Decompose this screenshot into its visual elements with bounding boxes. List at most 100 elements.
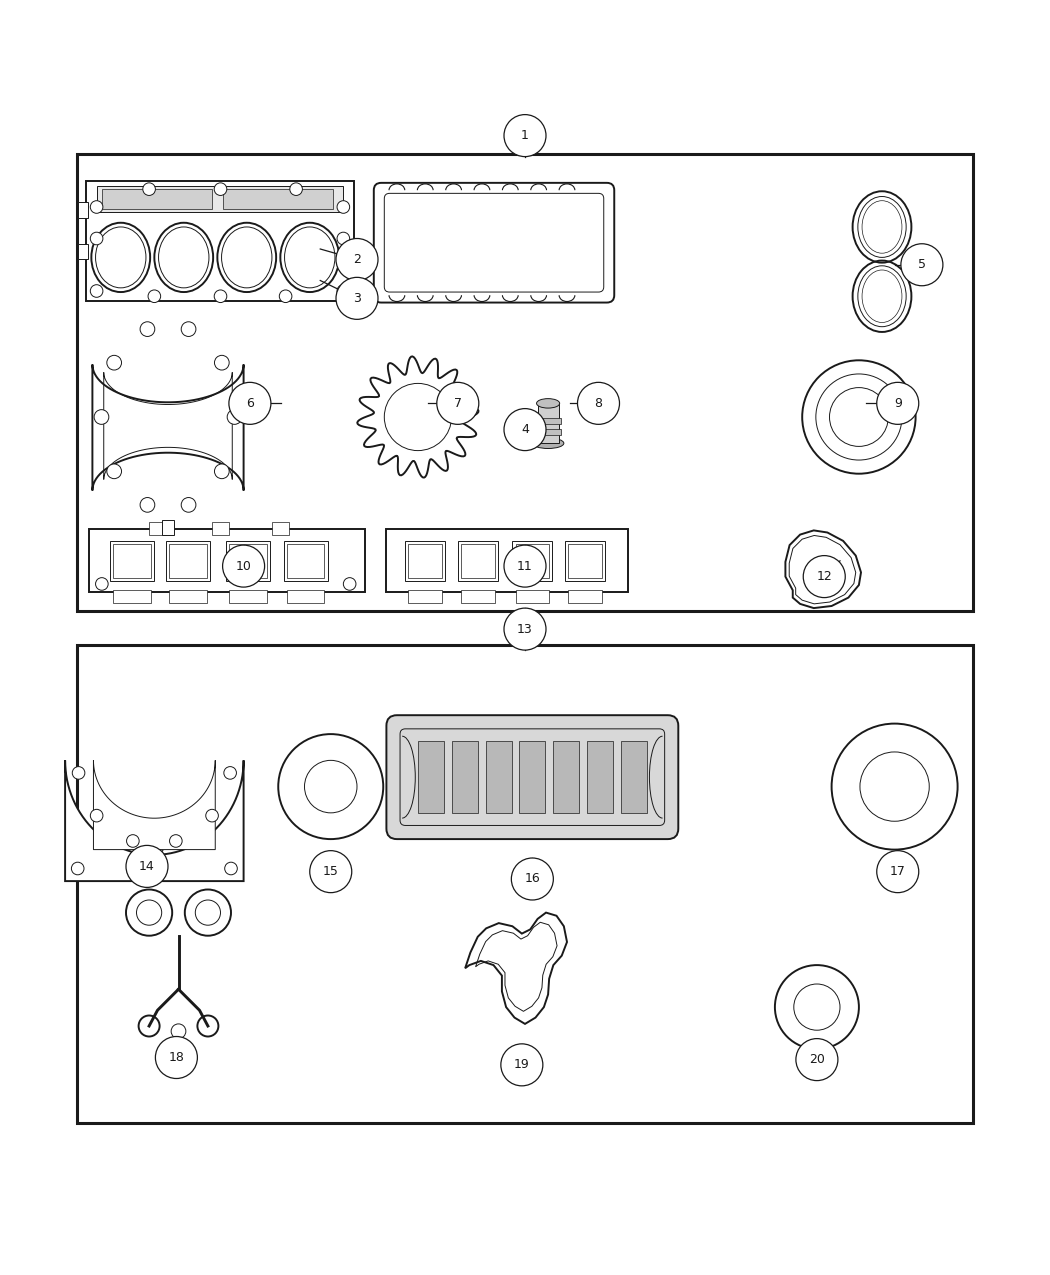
Text: 2: 2 (353, 252, 361, 266)
Text: 14: 14 (139, 859, 155, 873)
Bar (516, 590, 549, 603)
Bar (113, 544, 151, 578)
Circle shape (227, 409, 242, 425)
Text: 11: 11 (517, 560, 532, 572)
Bar (405, 541, 445, 581)
Bar (461, 590, 495, 603)
Circle shape (140, 497, 154, 513)
Text: 8: 8 (594, 397, 603, 409)
Bar (516, 544, 549, 578)
FancyBboxPatch shape (374, 182, 614, 302)
Bar (408, 590, 442, 603)
Bar (149, 521, 166, 534)
Polygon shape (357, 357, 479, 478)
Text: 12: 12 (817, 570, 832, 583)
Text: 15: 15 (322, 866, 339, 878)
Bar (226, 541, 270, 581)
Bar (565, 541, 605, 581)
Bar (386, 529, 628, 593)
Bar (110, 541, 154, 581)
Circle shape (504, 408, 546, 450)
Circle shape (229, 382, 271, 425)
Bar (287, 590, 324, 603)
Bar (272, 521, 289, 534)
FancyBboxPatch shape (386, 715, 678, 839)
Circle shape (830, 388, 888, 446)
Circle shape (90, 232, 103, 245)
Circle shape (94, 409, 109, 425)
Bar (102, 189, 212, 209)
Bar (452, 742, 478, 813)
Text: 1: 1 (521, 129, 529, 142)
Bar (89, 529, 365, 593)
Text: 7: 7 (454, 397, 462, 409)
Circle shape (504, 546, 546, 587)
Bar (77, 154, 973, 611)
Circle shape (278, 734, 383, 839)
Circle shape (224, 766, 236, 779)
Bar (538, 403, 559, 444)
Bar (78, 244, 88, 260)
Text: 10: 10 (235, 560, 252, 572)
Bar (169, 544, 207, 578)
Circle shape (155, 1037, 197, 1079)
Circle shape (310, 850, 352, 892)
Circle shape (437, 382, 479, 425)
Ellipse shape (91, 223, 150, 292)
Circle shape (336, 278, 378, 319)
Bar (485, 742, 511, 813)
Polygon shape (65, 760, 244, 881)
Circle shape (182, 321, 196, 337)
Bar (512, 541, 552, 581)
Bar (461, 544, 495, 578)
Bar (568, 590, 602, 603)
Bar (77, 645, 973, 1122)
Circle shape (279, 289, 292, 302)
Circle shape (343, 578, 356, 590)
Circle shape (901, 244, 943, 286)
Bar (212, 521, 229, 534)
Bar (536, 428, 561, 435)
Text: 3: 3 (353, 292, 361, 305)
Bar (621, 742, 647, 813)
Text: 9: 9 (894, 397, 902, 409)
Circle shape (127, 835, 140, 848)
Ellipse shape (154, 223, 213, 292)
Circle shape (337, 200, 350, 213)
Circle shape (511, 858, 553, 900)
Circle shape (214, 356, 229, 370)
Circle shape (90, 284, 103, 297)
Circle shape (337, 284, 350, 297)
Polygon shape (92, 365, 244, 491)
Polygon shape (93, 760, 215, 849)
Circle shape (504, 608, 546, 650)
Circle shape (504, 115, 546, 157)
Circle shape (501, 1044, 543, 1086)
Text: 5: 5 (918, 259, 926, 272)
Bar (86, 181, 354, 301)
Text: 16: 16 (525, 872, 541, 886)
Circle shape (860, 752, 929, 821)
Circle shape (225, 862, 237, 875)
Bar (97, 186, 343, 212)
Circle shape (107, 464, 122, 478)
Circle shape (384, 384, 452, 450)
Circle shape (796, 1039, 838, 1081)
Bar (166, 541, 210, 581)
Circle shape (803, 556, 845, 598)
Circle shape (126, 845, 168, 887)
Circle shape (214, 182, 227, 195)
Bar (418, 742, 444, 813)
Circle shape (214, 289, 227, 302)
Bar (162, 520, 174, 534)
Bar (408, 544, 442, 578)
Circle shape (304, 760, 357, 813)
Circle shape (96, 578, 108, 590)
Circle shape (214, 464, 229, 478)
Bar (520, 742, 545, 813)
Circle shape (337, 232, 350, 245)
Circle shape (206, 810, 218, 822)
Ellipse shape (537, 399, 560, 408)
Text: 17: 17 (889, 866, 906, 878)
Ellipse shape (532, 439, 564, 449)
